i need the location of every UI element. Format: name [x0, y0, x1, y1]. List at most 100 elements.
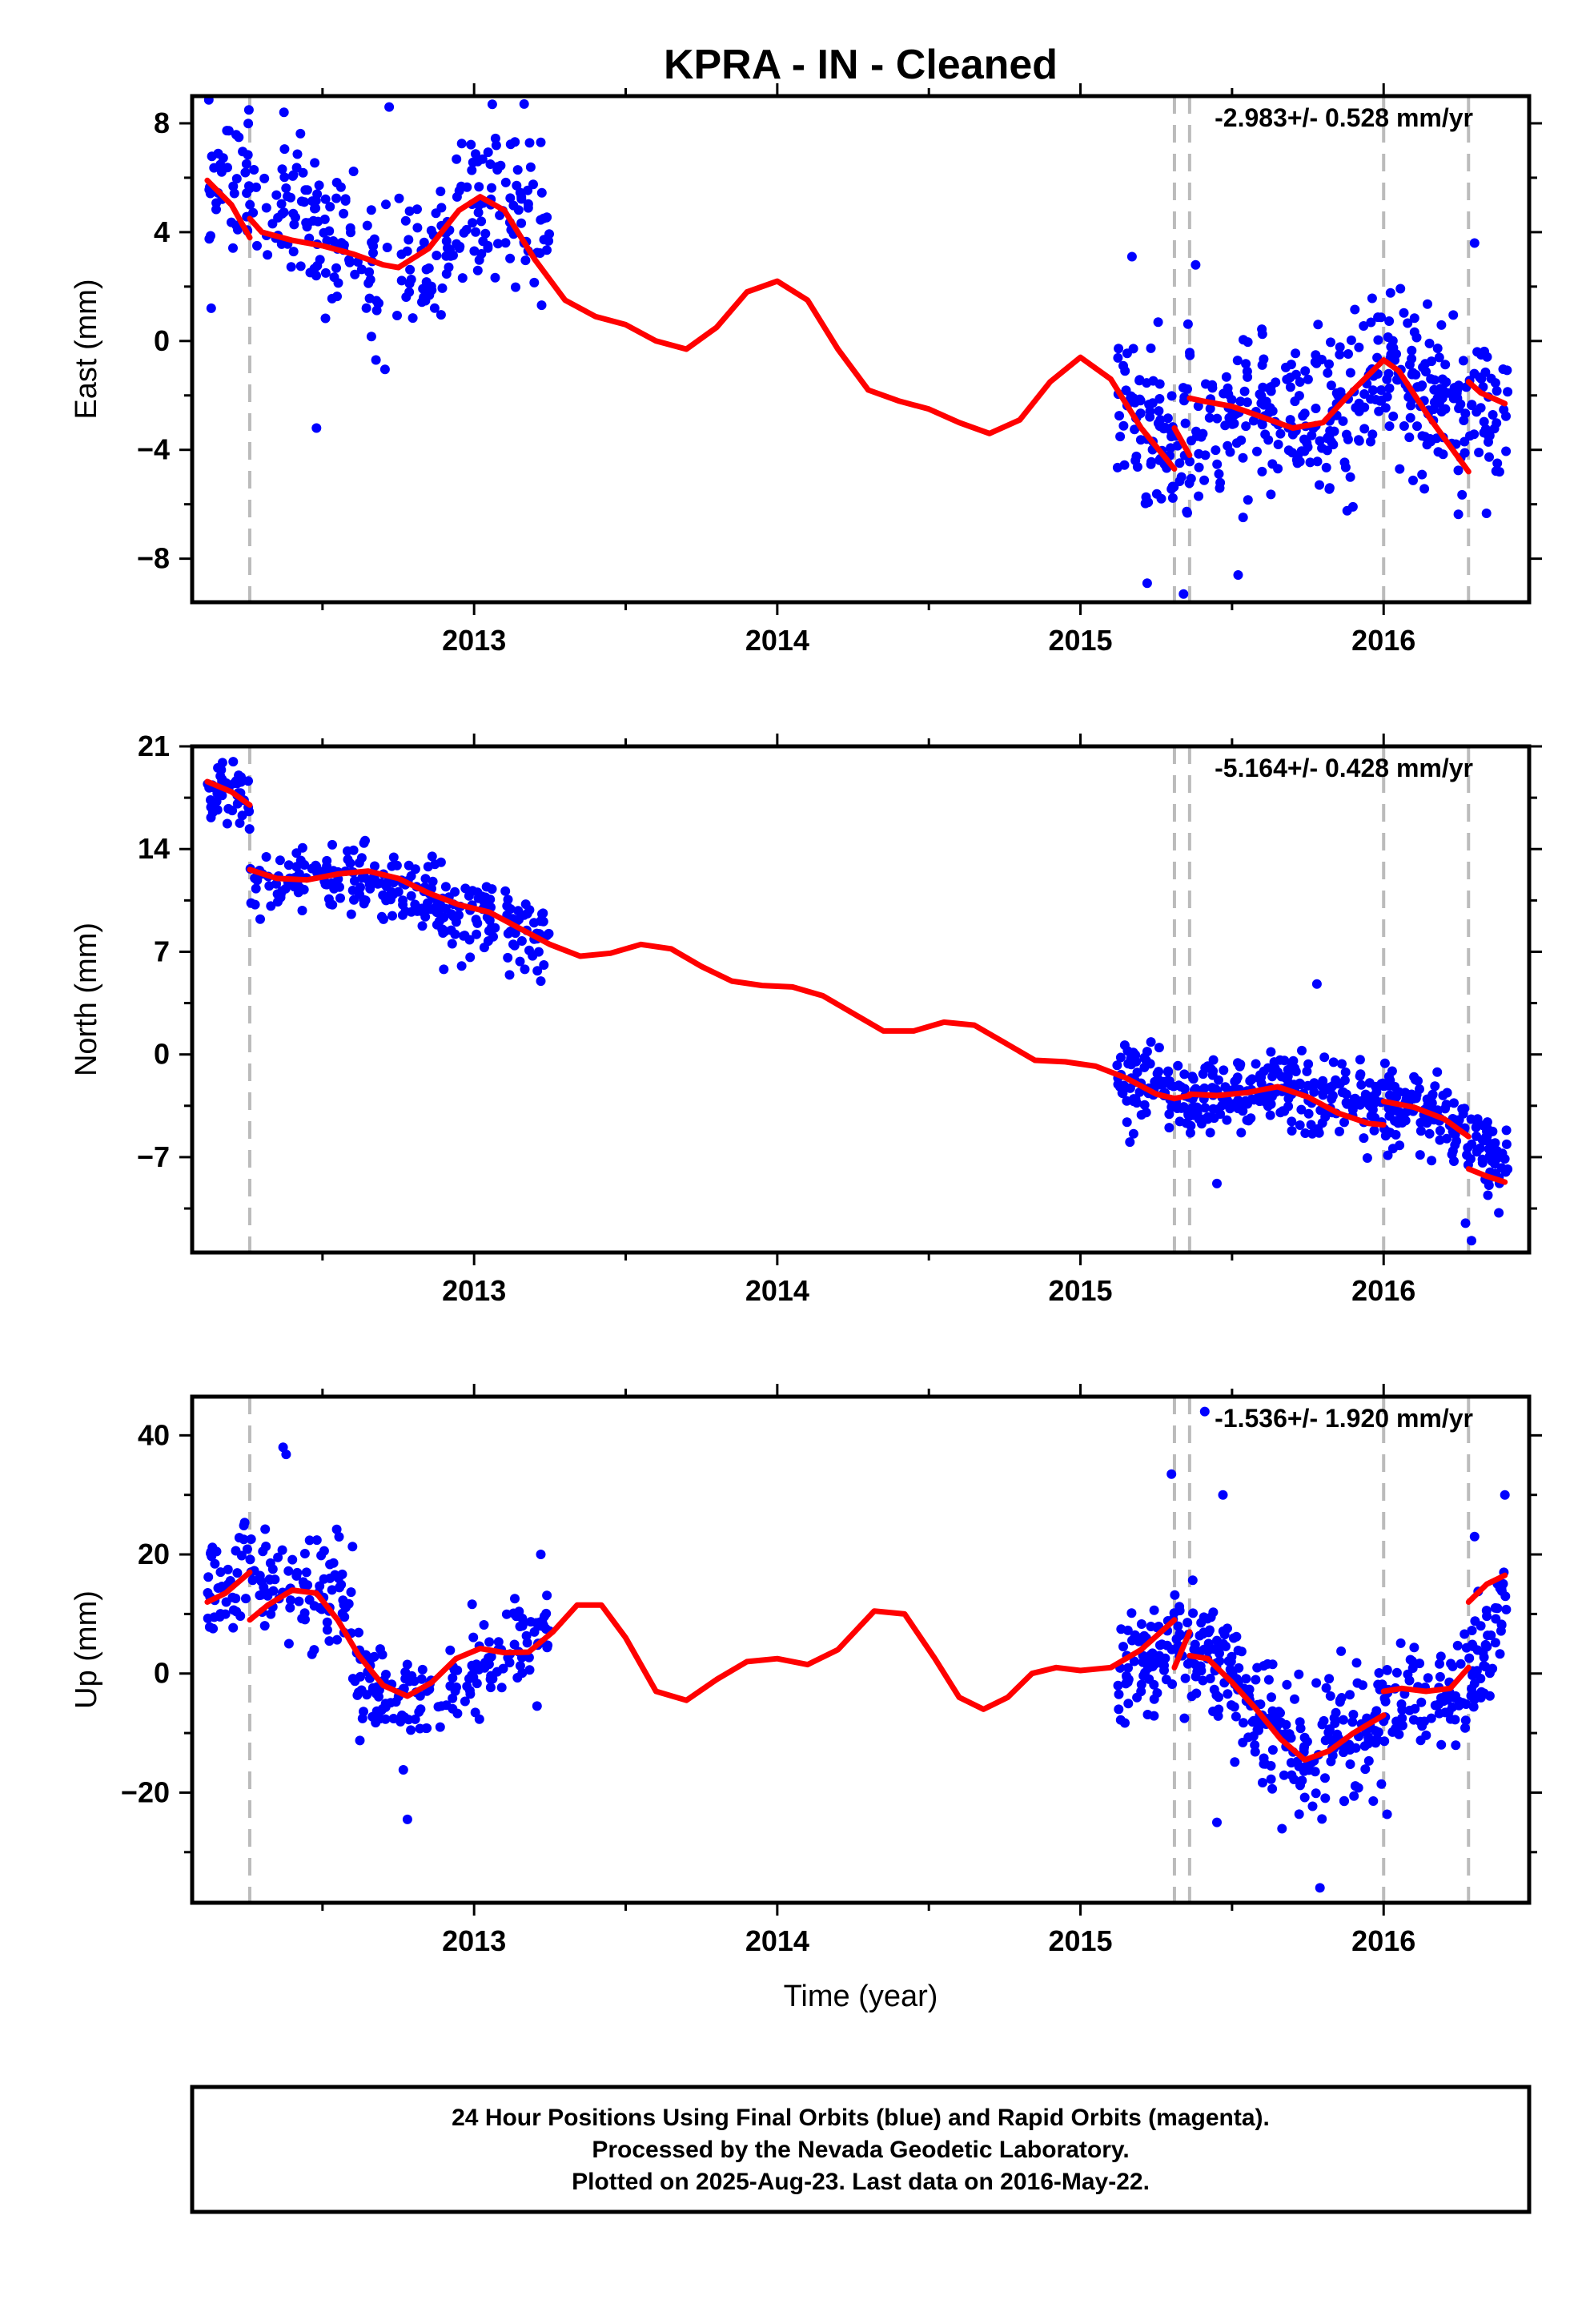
- up-data-point: [356, 1685, 367, 1695]
- up-data-point: [1339, 1795, 1349, 1806]
- north-data-point: [1125, 1083, 1135, 1093]
- east-data-point: [1285, 415, 1295, 425]
- north-data-point: [1438, 1090, 1448, 1100]
- up-data-point: [1136, 1679, 1146, 1690]
- up-data-point: [474, 1714, 484, 1724]
- east-data-point: [454, 243, 464, 253]
- up-data-point: [1294, 1669, 1304, 1679]
- up-data-point: [220, 1609, 231, 1619]
- up-data-point: [1353, 1783, 1363, 1793]
- east-data-point: [1419, 484, 1430, 494]
- up-data-point: [1259, 1661, 1269, 1671]
- east-data-point: [1194, 462, 1204, 472]
- east-data-point: [346, 227, 355, 238]
- up-data-point: [354, 1627, 363, 1638]
- east-data-point: [1409, 313, 1419, 324]
- north-data-point: [1296, 1104, 1307, 1115]
- footer-frame: [190, 2085, 1532, 2214]
- east-x-tick-label: 2013: [442, 624, 506, 657]
- east-data-point: [1180, 418, 1191, 428]
- up-data-point: [1276, 1717, 1286, 1727]
- up-data-point: [242, 1544, 252, 1554]
- up-data-point: [398, 1765, 408, 1775]
- north-data-point: [500, 886, 511, 896]
- up-data-point: [1311, 1788, 1321, 1799]
- east-data-point: [1456, 399, 1466, 409]
- up-data-point: [1479, 1652, 1489, 1663]
- east-data-point: [1423, 299, 1432, 309]
- north-data-point: [250, 899, 260, 910]
- north-data-point: [1318, 1090, 1328, 1100]
- east-x-tick-label: 2016: [1351, 624, 1415, 657]
- east-data-point: [524, 138, 535, 148]
- up-data-point: [1225, 1664, 1235, 1675]
- east-data-point: [1366, 317, 1376, 328]
- east-data-point: [288, 170, 299, 180]
- up-data-point: [227, 1592, 238, 1602]
- east-data-point: [462, 182, 472, 192]
- north-data-point: [539, 960, 549, 970]
- up-data-point: [1404, 1675, 1415, 1686]
- up-data-point: [1379, 1736, 1390, 1747]
- east-data-point: [432, 251, 442, 260]
- east-data-point: [1167, 481, 1178, 492]
- east-data-point: [1440, 360, 1451, 370]
- up-data-point: [325, 1573, 335, 1583]
- up-data-point: [1311, 1678, 1322, 1688]
- north-data-point: [1383, 1150, 1393, 1160]
- east-data-point: [1436, 320, 1447, 330]
- east-data-point: [1182, 506, 1192, 517]
- north-data-point: [1222, 1115, 1232, 1125]
- up-data-point: [380, 1699, 391, 1709]
- north-data-point: [538, 916, 548, 927]
- east-data-point: [1146, 343, 1156, 353]
- up-data-point: [1433, 1699, 1443, 1710]
- north-data-point: [1400, 1116, 1411, 1126]
- east-data-point: [1153, 317, 1163, 328]
- east-model-line: [1171, 425, 1193, 458]
- east-data-point: [1426, 436, 1436, 447]
- east-data-point: [206, 231, 215, 241]
- north-data-point: [1287, 1126, 1297, 1136]
- up-data-point: [1417, 1721, 1427, 1731]
- east-data-point: [307, 196, 318, 207]
- up-data-point: [1348, 1710, 1359, 1719]
- up-data-point: [541, 1608, 552, 1618]
- east-y-tick-label: 4: [154, 215, 170, 248]
- north-data-point: [1359, 1133, 1369, 1144]
- east-data-point: [1327, 436, 1336, 447]
- east-data-point: [1366, 436, 1375, 447]
- east-data-point: [320, 267, 331, 278]
- north-data-point: [1435, 1125, 1445, 1136]
- north-data-point: [1287, 1116, 1297, 1127]
- up-panel: 2013 2014 2015 2016 −20 0 20 40 Up (mm) -1.536+/-…: [70, 1384, 1542, 1957]
- north-data-point: [227, 806, 238, 816]
- up-data-point: [1470, 1616, 1480, 1626]
- up-data-point: [1397, 1720, 1407, 1731]
- north-data-point: [1501, 1125, 1512, 1136]
- east-data-point: [1342, 429, 1351, 440]
- east-data-point: [288, 208, 299, 219]
- north-data-point: [1254, 1092, 1264, 1102]
- north-data-point: [427, 851, 437, 862]
- up-data-point: [239, 1518, 250, 1528]
- north-data-point: [456, 961, 467, 971]
- up-data-point: [241, 1594, 251, 1604]
- north-data-point: [1174, 1080, 1184, 1091]
- up-data-point: [1255, 1699, 1266, 1710]
- east-data-point: [1258, 382, 1268, 392]
- east-data-point: [271, 190, 282, 200]
- up-data-point: [496, 1683, 507, 1693]
- up-data-point: [1174, 1602, 1185, 1612]
- up-data-point: [1436, 1739, 1447, 1750]
- up-data-point: [493, 1637, 504, 1647]
- east-data-point: [1459, 416, 1469, 425]
- east-data-point: [1492, 386, 1502, 396]
- north-data-point: [1391, 1091, 1401, 1100]
- east-data-points: [203, 96, 1513, 599]
- up-data-point: [1382, 1809, 1392, 1819]
- east-data-point: [356, 264, 367, 275]
- up-data-point: [1423, 1673, 1433, 1683]
- north-data-point: [515, 956, 525, 967]
- east-data-point: [1323, 368, 1333, 378]
